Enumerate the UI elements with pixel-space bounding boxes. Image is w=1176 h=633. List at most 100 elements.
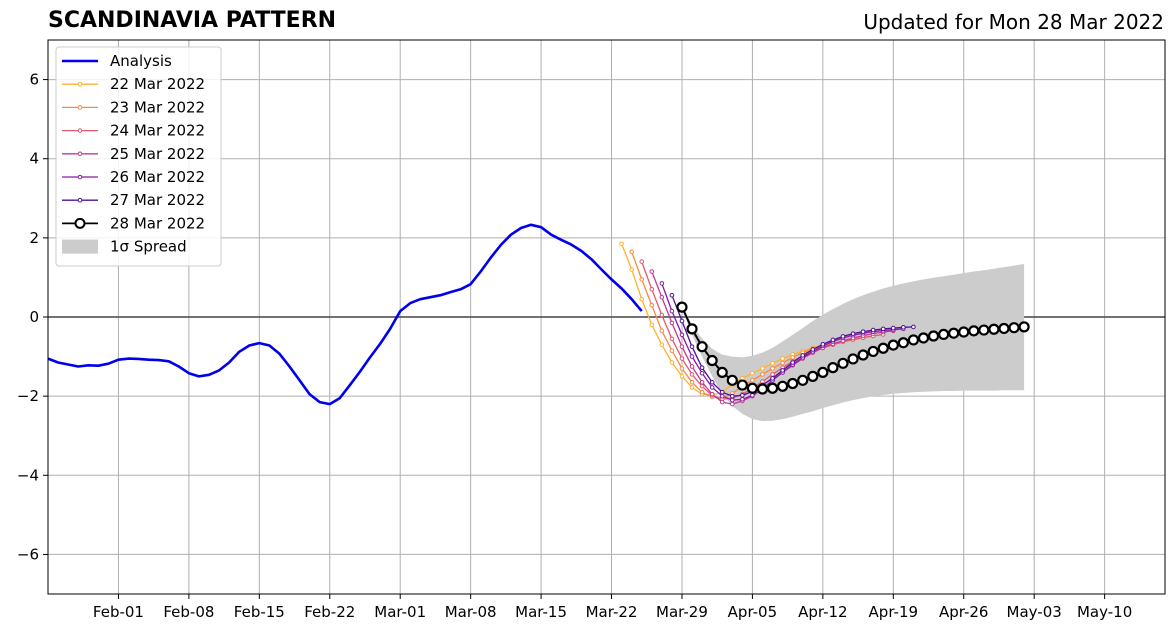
forecast-point (639, 296, 645, 302)
x-tick-label: Apr-12 (798, 603, 848, 621)
analysis-line (47, 223, 643, 406)
x-axis: Feb-01 Feb-08 Feb-15 Feb-22 Mar-01 Mar-08 Mar-… (93, 594, 1132, 621)
x-tick-label: Mar-15 (515, 603, 567, 621)
x-tick-label: Mar-22 (586, 603, 638, 621)
forecast-point (880, 326, 886, 332)
forecast-point (790, 355, 795, 360)
y-tick-label: −6 (17, 545, 39, 563)
forecast-point (659, 281, 665, 286)
forecast-point (719, 399, 725, 405)
legend-marker (77, 174, 83, 180)
current-forecast-point (1008, 322, 1020, 334)
y-tick-label: 6 (29, 71, 39, 89)
current-forecast-series (676, 301, 1030, 395)
current-forecast-point (706, 354, 718, 367)
y-tick-label: −4 (17, 466, 39, 484)
current-forecast-point (857, 349, 869, 361)
forecast-point (669, 320, 675, 326)
forecast-point (729, 397, 735, 403)
x-tick-label: Feb-08 (163, 603, 214, 621)
legend-label: 23 Mar 2022 (110, 98, 205, 116)
forecast-point (699, 370, 705, 376)
forecast-point (709, 379, 715, 385)
forecast-point (659, 328, 665, 334)
x-tick-label: Apr-26 (939, 603, 989, 621)
forecast-point (699, 379, 705, 385)
legend-entry: 27 Mar 2022 (62, 191, 205, 209)
forecast-point (780, 356, 785, 361)
forecast-point (729, 401, 735, 407)
forecast-point (770, 366, 775, 371)
forecast-point (890, 325, 896, 331)
legend-label: 25 Mar 2022 (110, 145, 205, 163)
y-tick-label: 0 (29, 308, 39, 326)
current-forecast-point (756, 383, 769, 395)
forecast-point (760, 366, 765, 371)
x-tick-label: Mar-08 (445, 603, 497, 621)
forecast-point (689, 379, 695, 385)
legend-entry: 24 Mar 2022 (62, 122, 205, 140)
forecast-point (659, 294, 665, 300)
x-tick-label: May-10 (1077, 603, 1132, 621)
forecast-point (689, 364, 695, 369)
current-forecast-point (827, 362, 839, 374)
forecast-point (780, 360, 785, 366)
legend-marker (74, 217, 86, 229)
forecast-point (901, 324, 906, 330)
current-forecast-point (837, 357, 849, 369)
current-forecast-point (777, 380, 789, 392)
current-forecast-point (746, 382, 759, 394)
current-forecast-point (927, 330, 940, 342)
x-tick-label: Apr-19 (869, 603, 919, 621)
chart-title: SCANDINAVIA PATTERN (48, 8, 337, 33)
forecast-point (719, 393, 725, 399)
forecast-point (629, 249, 634, 255)
legend-entry: 28 Mar 2022 (62, 214, 205, 232)
forecast-point (639, 259, 645, 264)
forecast-point (639, 277, 645, 282)
forecast-point (669, 360, 675, 365)
forecast-point (689, 344, 695, 349)
forecast-series (619, 241, 916, 407)
forecast-point (699, 383, 705, 389)
legend-marker (77, 105, 83, 110)
forecast-point (750, 378, 755, 383)
current-forecast-point (736, 379, 748, 391)
forecast-point (669, 348, 675, 353)
legend-entry: 23 Mar 2022 (62, 98, 205, 116)
current-forecast-point (726, 374, 738, 386)
forecast-point (709, 385, 715, 390)
current-forecast-point (716, 366, 728, 378)
forecast-point (750, 370, 755, 376)
current-forecast-point (887, 339, 899, 351)
legend-label: Analysis (110, 52, 172, 70)
current-forecast-point (867, 345, 879, 358)
forecast-point (810, 347, 816, 352)
forecast-point (719, 389, 725, 395)
legend-entry: 25 Mar 2022 (62, 145, 205, 163)
x-tick-label: May-03 (1007, 603, 1062, 621)
legend-swatch (62, 239, 98, 254)
current-forecast-point (907, 334, 920, 346)
forecast-point (850, 331, 856, 336)
x-tick-label: Mar-29 (656, 603, 708, 621)
current-forecast-point (968, 325, 980, 337)
forecast-point (911, 324, 916, 330)
forecast-point (800, 353, 806, 358)
current-forecast-point (696, 341, 708, 353)
current-forecast-point (998, 322, 1010, 335)
current-forecast-point (897, 337, 909, 349)
forecast-point (709, 391, 715, 397)
forecast-point (619, 241, 624, 247)
forecast-point (780, 368, 785, 373)
current-forecast-point (676, 301, 688, 313)
legend-label: 22 Mar 2022 (110, 75, 205, 93)
forecast-point (840, 334, 846, 339)
forecast-point (860, 329, 866, 334)
forecast-point (649, 287, 655, 292)
current-forecast-point (948, 327, 960, 339)
current-forecast-point (988, 323, 1000, 335)
forecast-point (679, 344, 685, 349)
forecast-point (649, 322, 655, 328)
